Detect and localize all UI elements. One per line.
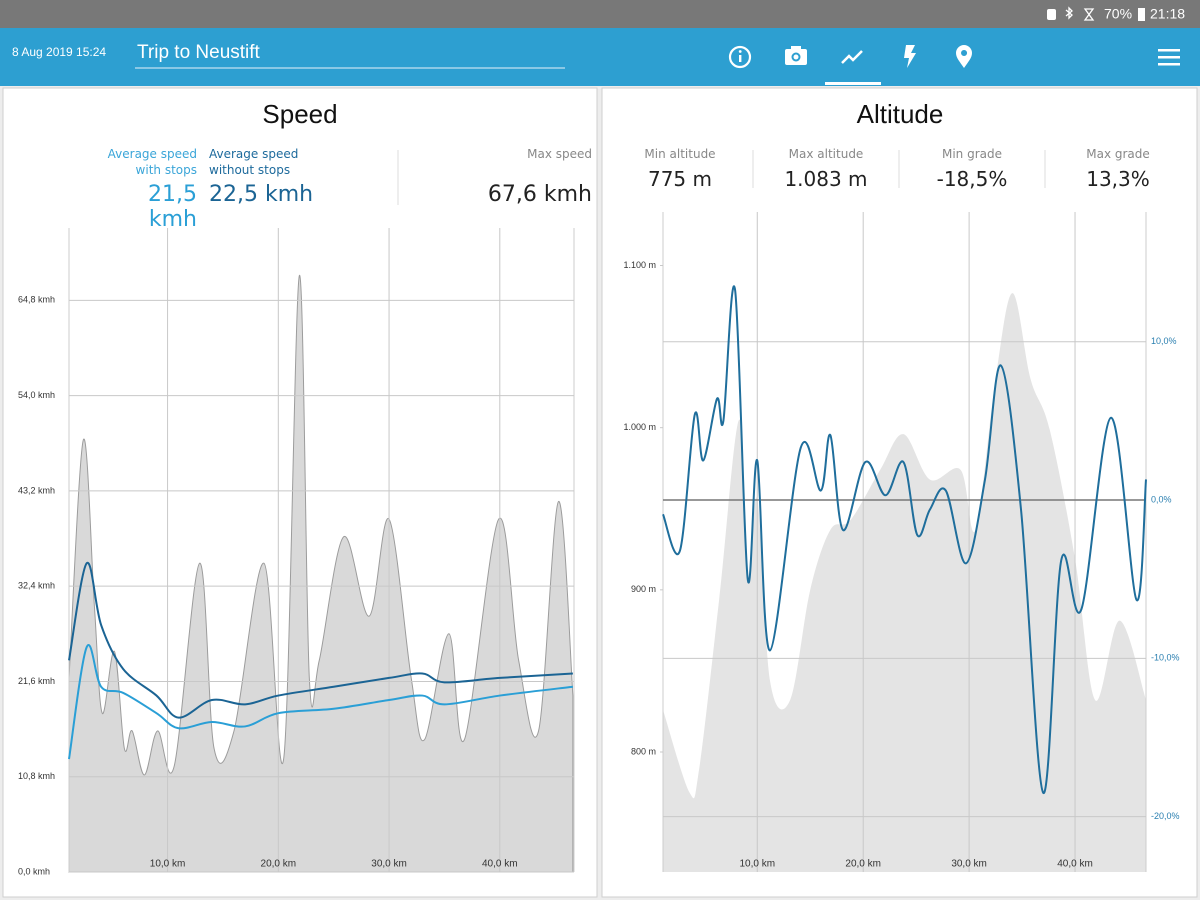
menu-button[interactable]: [1158, 49, 1180, 66]
x-tick-label: 10,0 km: [739, 859, 775, 870]
battery-icon: [1138, 8, 1145, 21]
x-tick-label: 10,0 km: [150, 859, 186, 870]
stat-label: Max grade: [1086, 147, 1150, 161]
alarm-icon: [1083, 8, 1095, 21]
y-tick-label: 1.100 m: [623, 260, 656, 270]
charts-tab[interactable]: [825, 50, 881, 85]
stat-label: Max speed: [527, 147, 592, 161]
y-tick-label: 64,8 kmh: [18, 295, 55, 305]
y-tick-label: 21,6 kmh: [18, 676, 55, 686]
info-tab[interactable]: [728, 45, 752, 69]
y2-tick-label: 10,0%: [1151, 336, 1177, 346]
power-tab[interactable]: [904, 45, 916, 68]
map-tab[interactable]: [956, 45, 972, 68]
x-tick-label: 30,0 km: [371, 859, 407, 870]
line: [662, 285, 1147, 794]
y-tick-label: 32,4 kmh: [18, 581, 55, 591]
x-tick-label: 20,0 km: [261, 859, 297, 870]
stat-value: 775 m: [647, 167, 712, 191]
status-bar: [0, 0, 1200, 28]
y-tick-label: 1.000 m: [623, 422, 656, 432]
x-tick-label: 40,0 km: [482, 859, 518, 870]
stat-value: 13,3%: [1086, 167, 1150, 191]
stat-label: Min altitude: [644, 147, 716, 161]
stat-label: Average speed without stops: [209, 147, 299, 177]
x-tick-label: 20,0 km: [845, 859, 881, 870]
trip-title[interactable]: Trip to Neustift: [137, 42, 261, 63]
y-tick-label: 43,2 kmh: [18, 485, 55, 495]
stat-label: Min grade: [941, 147, 1002, 161]
y-tick-label: 0,0 kmh: [18, 866, 50, 876]
stat-value: 21,5 kmh: [148, 182, 197, 232]
stat-value: 22,5 kmh: [209, 182, 314, 207]
stat-label: Max altitude: [788, 147, 864, 161]
stat-label: Average speed with stops: [107, 147, 197, 177]
line: [68, 562, 573, 719]
y-tick-label: 800 m: [631, 746, 656, 756]
y-tick-label: 900 m: [631, 584, 656, 594]
y-tick-label: 54,0 kmh: [18, 390, 55, 400]
chart-title: Speed: [262, 99, 337, 129]
line: [68, 643, 574, 760]
y2-tick-label: -10,0%: [1151, 653, 1180, 663]
chart-title: Altitude: [857, 99, 944, 129]
clock: 21:18: [1150, 6, 1185, 22]
y-tick-label: 10,8 kmh: [18, 771, 55, 781]
battery-percent: 70%: [1104, 6, 1132, 22]
bluetooth-icon: [1065, 6, 1073, 20]
area: [663, 293, 1146, 873]
stat-value: -18,5%: [936, 167, 1008, 191]
photos-tab[interactable]: [785, 46, 807, 65]
stat-value: 67,6 kmh: [487, 182, 592, 207]
x-tick-label: 40,0 km: [1057, 859, 1093, 870]
area: [68, 275, 574, 873]
y2-tick-label: 0,0%: [1151, 494, 1172, 504]
stat-value: 1.083 m: [784, 167, 868, 191]
x-tick-label: 30,0 km: [951, 859, 987, 870]
status-icon: [1047, 9, 1056, 20]
trip-date: 8 Aug 2019 15:24: [12, 45, 106, 59]
app-bar: [0, 28, 1200, 86]
y2-tick-label: -20,0%: [1151, 811, 1180, 821]
